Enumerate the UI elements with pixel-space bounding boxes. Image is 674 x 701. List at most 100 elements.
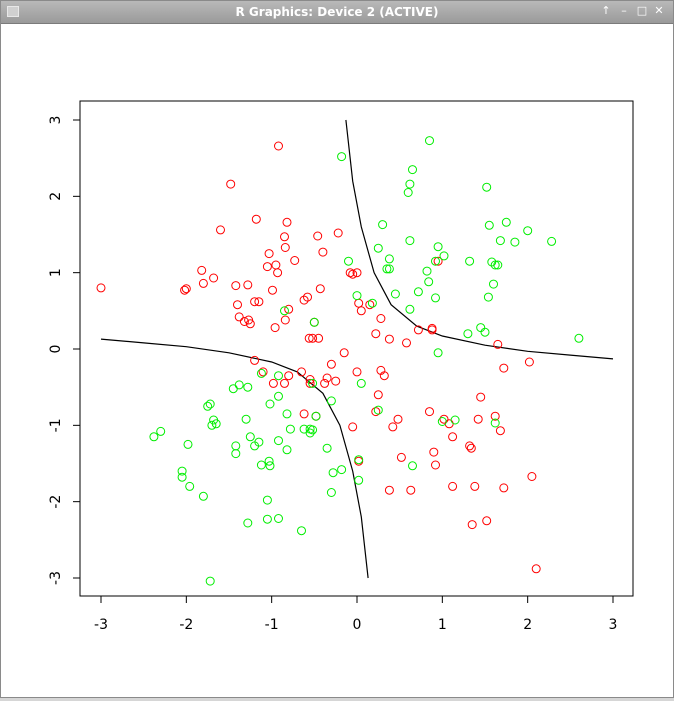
- red-point: [354, 298, 364, 308]
- minimize-icon[interactable]: –: [621, 4, 627, 17]
- green-point: [574, 333, 584, 343]
- red-point: [413, 325, 423, 335]
- green-point: [422, 266, 432, 276]
- red-point: [348, 422, 358, 432]
- red-point: [322, 373, 332, 383]
- green-point: [489, 279, 498, 289]
- red-point: [313, 231, 323, 241]
- red-point: [181, 284, 191, 294]
- green-point: [156, 426, 166, 436]
- red-point: [425, 407, 434, 417]
- red-point: [284, 304, 294, 314]
- window-menu-icon[interactable]: [7, 6, 19, 17]
- x-tick-label: -2: [179, 617, 193, 633]
- x-tick-label: 0: [353, 617, 362, 633]
- red-point: [493, 339, 503, 349]
- red-point: [180, 285, 190, 295]
- boundary-curve: [345, 119, 614, 360]
- red-point: [308, 333, 318, 343]
- red-point: [297, 367, 306, 377]
- x-tick-label: -1: [265, 617, 279, 633]
- title-bar[interactable]: R Graphics: Device 2 (ACTIVE) ↑ – □ ✕: [1, 1, 673, 24]
- red-point: [233, 300, 242, 310]
- green-point: [490, 260, 500, 270]
- green-point: [177, 466, 187, 476]
- green-point: [205, 576, 215, 586]
- red-point: [339, 348, 349, 358]
- red-point: [431, 460, 440, 470]
- green-point: [356, 378, 366, 388]
- green-point: [256, 368, 266, 378]
- green-point: [326, 396, 336, 406]
- y-tick-label: -1: [48, 418, 64, 432]
- red-point: [315, 284, 325, 294]
- red-point: [427, 325, 437, 335]
- red-point: [320, 378, 330, 388]
- green-point: [437, 417, 447, 426]
- green-point: [484, 220, 494, 230]
- green-point: [425, 136, 434, 146]
- x-tick-label: -3: [94, 617, 108, 633]
- green-point: [305, 428, 315, 438]
- green-point: [523, 226, 533, 236]
- green-point: [274, 436, 283, 446]
- red-point: [326, 359, 336, 369]
- red-point: [499, 483, 509, 493]
- red-point: [280, 378, 289, 388]
- maximize-icon[interactable]: □: [636, 4, 648, 17]
- green-point: [493, 260, 503, 270]
- green-point: [337, 152, 347, 162]
- plot-frame: [79, 100, 634, 597]
- red-point: [490, 411, 500, 421]
- red-point: [439, 414, 449, 424]
- green-point: [373, 243, 383, 253]
- green-point: [424, 277, 434, 287]
- red-point: [379, 371, 389, 381]
- green-point: [328, 468, 338, 478]
- red-point: [466, 443, 476, 453]
- red-point: [531, 564, 541, 574]
- points-group: [96, 136, 584, 586]
- y-tick-label: -2: [48, 495, 64, 509]
- red-point: [243, 280, 253, 290]
- red-point: [429, 447, 439, 457]
- x-axis: -3 -2 -1 0 1 2 3: [94, 596, 617, 633]
- green-point: [495, 236, 505, 246]
- red-point: [499, 363, 509, 373]
- red-point: [303, 292, 312, 302]
- y-tick-label: 1: [48, 268, 64, 277]
- red-point: [197, 265, 207, 275]
- red-point: [396, 452, 406, 462]
- green-point: [308, 378, 318, 388]
- red-point: [280, 315, 290, 325]
- green-point: [264, 456, 274, 466]
- green-point: [203, 401, 213, 411]
- pin-icon[interactable]: ↑: [601, 4, 611, 17]
- red-point: [384, 334, 394, 344]
- green-point: [322, 443, 332, 453]
- close-icon[interactable]: ✕: [654, 4, 664, 17]
- red-point: [371, 329, 381, 339]
- green-point: [243, 382, 253, 392]
- green-point: [309, 317, 319, 327]
- red-point: [331, 376, 341, 386]
- red-point: [352, 367, 362, 377]
- red-point: [524, 357, 534, 367]
- red-point: [250, 355, 260, 365]
- red-point: [299, 295, 309, 305]
- green-point: [311, 411, 321, 421]
- red-point: [216, 225, 225, 235]
- green-point: [431, 256, 440, 266]
- plot-area: -3 -2 -1 0 1 2 3 -3 -2 -1 0 1 2 3: [1, 24, 673, 701]
- green-point: [465, 256, 475, 266]
- green-point: [382, 264, 392, 274]
- green-point: [367, 298, 377, 308]
- red-point: [433, 256, 443, 266]
- green-point: [482, 182, 492, 192]
- green-point: [285, 424, 295, 434]
- green-point: [337, 465, 347, 475]
- red-point: [384, 485, 394, 495]
- red-point: [198, 278, 208, 288]
- x-tick-label: 2: [523, 617, 532, 633]
